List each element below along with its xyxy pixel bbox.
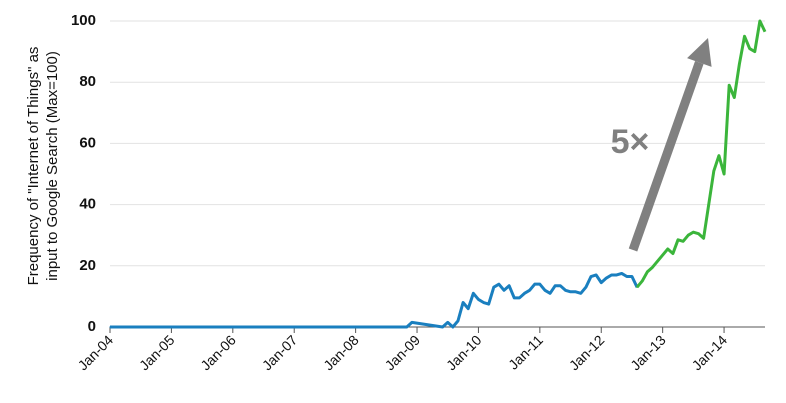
growth-multiplier-annotation: 5×: [611, 123, 650, 161]
data-point-growth-24: [759, 20, 761, 22]
y-axis-label-line-1: input to Google Search (Max=100): [44, 51, 61, 281]
data-point-history-0: [109, 326, 111, 328]
data-point-history-21: [534, 283, 536, 285]
y-tick-label-2: 40: [79, 196, 96, 213]
data-point-history-13: [493, 286, 495, 288]
data-point-growth-18: [728, 84, 730, 86]
data-point-history-33: [595, 274, 597, 276]
data-point-history-4: [447, 321, 449, 324]
x-tick-label-8: Jan-12: [566, 332, 608, 374]
y-axis-label: Frequency of "Internet of Things" as inpu…: [25, 47, 61, 286]
y-axis-label-line-0: Frequency of "Internet of Things" as: [25, 47, 42, 286]
data-point-history-18: [518, 297, 520, 299]
data-point-history-32: [590, 275, 592, 278]
data-point-history-24: [549, 292, 551, 294]
data-point-growth-16: [718, 155, 720, 157]
growth-arrow-shaft: [628, 61, 704, 252]
data-point-history-23: [544, 289, 546, 291]
data-point-growth-19: [733, 96, 735, 99]
data-point-growth-21: [743, 35, 746, 37]
data-point-growth-5: [662, 254, 664, 256]
y-tick-label-5: 100: [71, 12, 96, 29]
data-point-growth-15: [713, 170, 715, 172]
data-point-history-15: [503, 289, 505, 291]
data-point-history-39: [626, 275, 628, 278]
data-point-history-14: [498, 283, 500, 285]
data-point-growth-6: [667, 248, 669, 250]
series-line-history: [110, 271, 639, 329]
data-point-growth-23: [754, 51, 756, 53]
data-point-growth-4: [656, 260, 659, 262]
data-point-history-40: [631, 275, 633, 278]
data-point-history-25: [554, 285, 556, 287]
data-point-history-16: [508, 285, 510, 287]
data-point-growth-3: [651, 266, 654, 268]
data-point-growth-2: [646, 271, 648, 273]
data-point-history-7: [462, 301, 464, 304]
x-tick-label-1: Jan-05: [136, 332, 178, 374]
data-point-history-26: [559, 285, 561, 287]
data-point-growth-20: [738, 63, 741, 65]
data-point-history-19: [523, 292, 526, 294]
x-tick-label-9: Jan-13: [627, 332, 669, 374]
y-tick-label-4: 80: [79, 73, 96, 90]
x-tick-label-3: Jan-07: [259, 332, 301, 374]
data-point-history-35: [605, 277, 607, 279]
series-line-growth: [635, 19, 767, 289]
data-point-history-37: [616, 274, 618, 276]
data-point-growth-7: [672, 252, 674, 255]
data-point-history-31: [585, 286, 587, 288]
data-point-history-30: [580, 292, 582, 294]
x-tick-label-4: Jan-08: [320, 332, 362, 374]
data-point-growth-13: [702, 237, 705, 239]
data-point-history-20: [529, 289, 531, 291]
data-point-history-29: [575, 291, 577, 293]
data-point-history-11: [482, 301, 485, 304]
data-point-history-28: [569, 291, 572, 293]
x-tick-label-7: Jan-11: [505, 332, 546, 373]
data-point-history-36: [610, 274, 613, 276]
data-point-history-2: [411, 321, 413, 324]
data-point-history-5: [452, 326, 454, 328]
y-tick-label-3: 60: [79, 134, 96, 151]
data-point-history-38: [621, 272, 623, 275]
data-point-history-34: [600, 282, 602, 284]
x-tick-label-0: Jan-04: [75, 332, 117, 374]
data-point-growth-12: [697, 233, 700, 235]
data-point-growth-17: [723, 173, 725, 175]
growth-arrow-head: [687, 38, 712, 67]
data-point-growth-0: [636, 286, 638, 288]
data-point-history-6: [457, 320, 459, 322]
data-point-growth-10: [687, 234, 689, 236]
x-tick-label-6: Jan-10: [443, 332, 485, 374]
x-tick-label-5: Jan-09: [382, 332, 424, 374]
data-point-history-27: [564, 289, 567, 291]
x-tick-label-10: Jan-14: [689, 332, 731, 374]
data-point-growth-14: [708, 204, 710, 206]
y-tick-label-0: 0: [88, 318, 96, 335]
data-point-growth-1: [641, 280, 643, 282]
data-point-growth-8: [677, 239, 679, 241]
y-tick-label-1: 20: [79, 257, 96, 274]
data-point-growth-22: [749, 47, 751, 50]
data-point-history-1: [406, 326, 408, 328]
data-point-history-9: [472, 292, 474, 294]
data-point-history-10: [477, 298, 480, 301]
data-point-growth-9: [682, 240, 684, 242]
x-tick-label-2: Jan-06: [197, 332, 239, 374]
data-point-history-17: [513, 297, 515, 299]
data-point-growth-11: [692, 231, 694, 233]
data-point-history-22: [539, 283, 541, 285]
data-point-history-8: [467, 308, 469, 310]
data-point-history-3: [442, 326, 444, 328]
data-point-history-12: [488, 303, 490, 305]
